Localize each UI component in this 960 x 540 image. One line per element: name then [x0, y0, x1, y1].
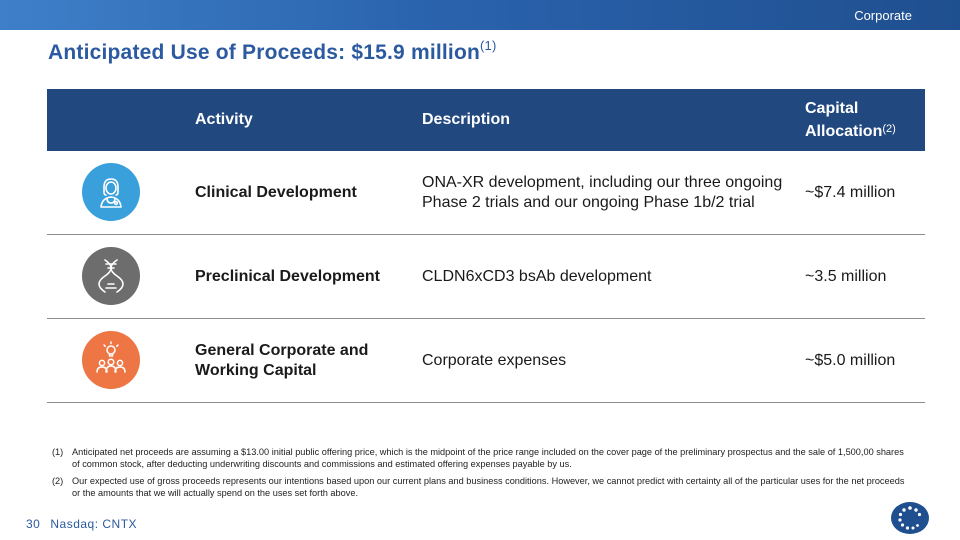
company-logo-icon — [891, 502, 929, 534]
page-title: Anticipated Use of Proceeds: $15.9 milli… — [48, 38, 497, 65]
footnote-number: (2) — [52, 476, 64, 486]
footnote-text: Anticipated net proceeds are assuming a … — [72, 447, 904, 469]
page-title-text: Anticipated Use of Proceeds: $15.9 milli… — [48, 41, 481, 64]
team-idea-icon — [82, 331, 140, 389]
header-capital-footnote-ref: (2) — [882, 122, 896, 135]
table-row: Preclinical Development CLDN6xCD3 bsAb d… — [47, 235, 925, 319]
top-banner: Corporate — [0, 0, 960, 30]
footnote-number: (1) — [52, 447, 64, 457]
row-description: CLDN6xCD3 bsAb development — [422, 267, 652, 285]
title-footnote-ref: (1) — [480, 38, 497, 53]
header-capital-line2: Allocation — [805, 122, 883, 140]
row-description: Corporate expenses — [422, 351, 567, 369]
footnotes: (1) Anticipated net proceeds are assumin… — [52, 446, 914, 504]
row-activity: Clinical Development — [195, 183, 357, 201]
footnote-text: Our expected use of gross proceeds repre… — [72, 476, 905, 498]
footnote: (1) Anticipated net proceeds are assumin… — [52, 446, 914, 470]
table-row: Clinical Development ONA-XR development,… — [47, 151, 925, 235]
row-allocation: ~3.5 million — [805, 267, 887, 285]
row-activity: Preclinical Development — [195, 267, 380, 285]
proceeds-table: Activity Description Capital Allocation(… — [47, 89, 925, 403]
header-description: Description — [422, 111, 511, 128]
dna-icon — [82, 247, 140, 305]
page-number: 30 — [26, 517, 41, 531]
table-row: General Corporate and Working Capital Co… — [47, 319, 925, 403]
clinician-icon — [82, 163, 140, 221]
header-capital-line1: Capital — [805, 99, 859, 117]
footnote: (2) Our expected use of gross proceeds r… — [52, 475, 914, 499]
row-allocation: ~$5.0 million — [805, 351, 896, 369]
header-activity: Activity — [195, 111, 253, 128]
row-allocation: ~$7.4 million — [805, 183, 896, 201]
row-description: ONA-XR development, including our three … — [422, 173, 783, 211]
ticker-label: Nasdaq: CNTX — [50, 517, 138, 531]
header-capital-allocation: Capital Allocation(2) — [805, 89, 896, 151]
table-header: Activity Description Capital Allocation(… — [47, 89, 925, 151]
section-label: Corporate — [854, 8, 912, 23]
footer: 30 Nasdaq: CNTX — [26, 517, 137, 531]
row-activity: General Corporate and Working Capital — [195, 341, 369, 379]
